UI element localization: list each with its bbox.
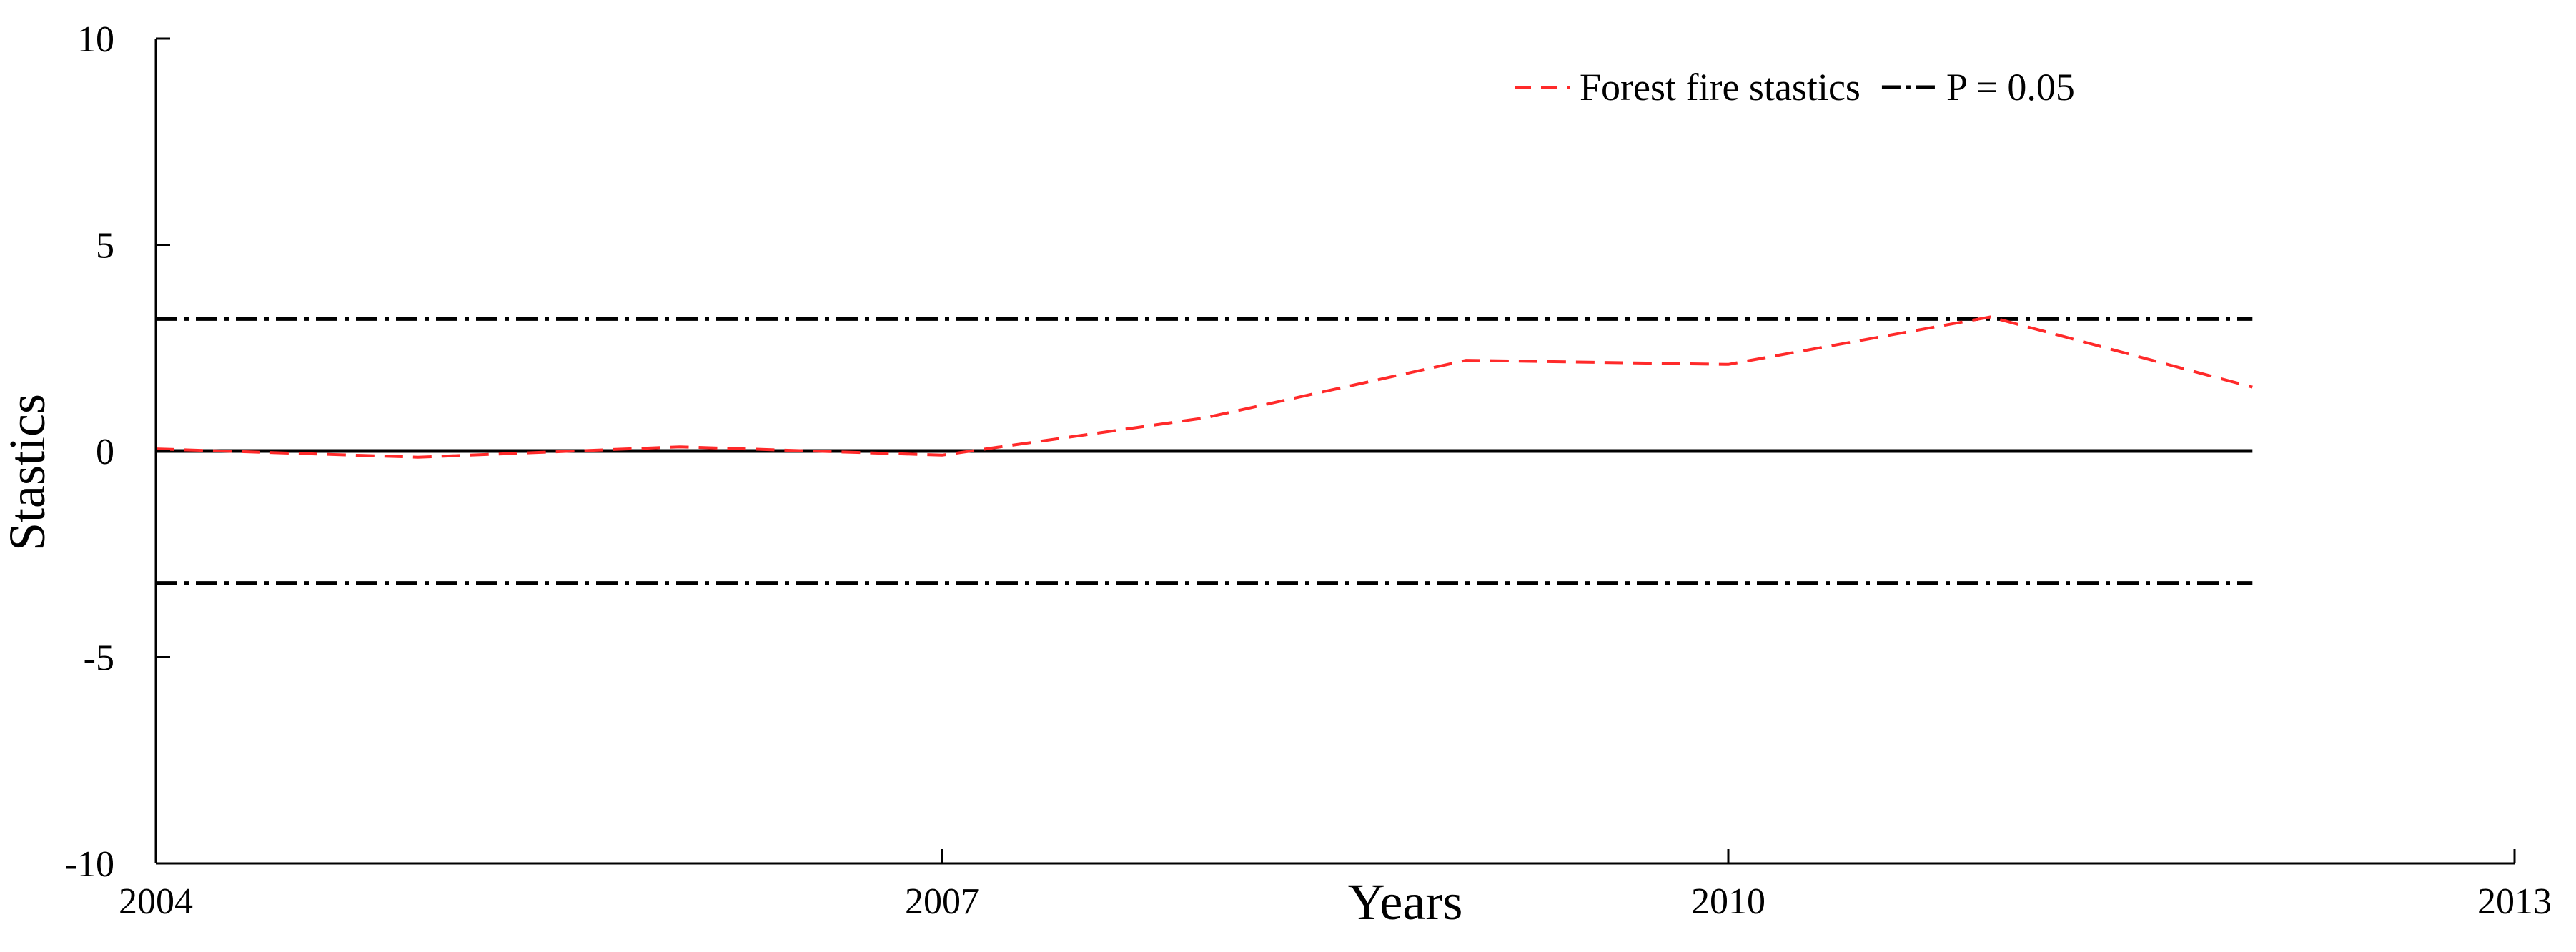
legend-label-threshold: P = 0.05 [1946, 66, 2075, 109]
series-line-forest-fire [155, 315, 2253, 459]
y-tick-label: 5 [96, 226, 114, 267]
plot-area [155, 315, 2253, 585]
y-tick-label: -10 [65, 844, 114, 885]
legend: Forest fire stastics P = 0.05 [1515, 66, 2075, 109]
y-tick-label: 10 [77, 19, 114, 60]
x-tick-label: 2004 [119, 881, 193, 922]
x-tick-label: 2007 [905, 881, 979, 922]
x-tick-label: 2010 [1691, 881, 1765, 922]
x-tick-label: 2013 [2477, 881, 2552, 922]
y-tick-label: -5 [84, 638, 114, 679]
y-axis-title: Stastics [0, 394, 56, 551]
x-axis-title: Years [1348, 873, 1463, 931]
legend-label-forest-fire: Forest fire stastics [1580, 66, 1861, 109]
y-tick-label: 0 [96, 432, 114, 472]
